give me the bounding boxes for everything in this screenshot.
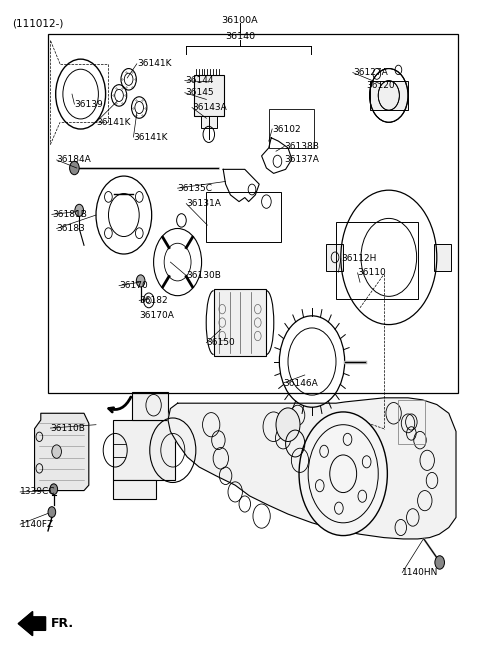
Text: 36143A: 36143A — [192, 103, 227, 112]
Text: 36184A: 36184A — [57, 155, 91, 165]
Text: FR.: FR. — [50, 617, 73, 630]
Text: 36181B: 36181B — [52, 210, 87, 219]
Polygon shape — [35, 413, 89, 491]
Circle shape — [75, 204, 84, 216]
Text: 36141K: 36141K — [96, 118, 131, 127]
Polygon shape — [168, 398, 456, 539]
Circle shape — [50, 484, 58, 495]
Circle shape — [435, 556, 444, 569]
Circle shape — [299, 412, 387, 536]
Bar — [206, 192, 281, 242]
Text: 36110B: 36110B — [50, 423, 85, 433]
Text: 36130B: 36130B — [186, 271, 221, 280]
Text: 1339CC: 1339CC — [20, 487, 56, 497]
Text: 1140FZ: 1140FZ — [20, 519, 54, 529]
Bar — [113, 420, 175, 480]
Text: 36100A: 36100A — [222, 15, 258, 25]
Text: 1140HN: 1140HN — [402, 568, 439, 577]
FancyArrowPatch shape — [109, 397, 131, 412]
Bar — [398, 400, 425, 444]
Bar — [214, 289, 266, 356]
Text: 36170A: 36170A — [139, 311, 174, 321]
Text: 36144: 36144 — [185, 76, 213, 85]
Text: 36141K: 36141K — [133, 132, 168, 142]
Text: 36182: 36182 — [139, 296, 168, 305]
Text: 36120: 36120 — [366, 81, 395, 90]
Circle shape — [136, 275, 145, 287]
Text: 36138B: 36138B — [284, 142, 319, 151]
Bar — [113, 480, 156, 499]
Bar — [201, 116, 217, 128]
Circle shape — [70, 161, 79, 175]
Text: 36139: 36139 — [74, 99, 103, 109]
Text: 36170: 36170 — [119, 281, 148, 290]
Text: 36150: 36150 — [206, 338, 235, 347]
Bar — [132, 392, 168, 420]
Text: 36127A: 36127A — [353, 68, 387, 77]
Text: 36110: 36110 — [358, 268, 386, 278]
Text: 36112H: 36112H — [341, 254, 376, 263]
Text: 36183: 36183 — [57, 224, 85, 233]
Text: 36141K: 36141K — [137, 59, 171, 69]
Bar — [269, 109, 314, 148]
Bar — [326, 244, 343, 271]
Bar — [48, 34, 458, 393]
Text: 36131A: 36131A — [186, 199, 221, 208]
Text: 36102: 36102 — [272, 124, 301, 134]
Text: 36137A: 36137A — [284, 155, 319, 165]
Text: 36140: 36140 — [225, 32, 255, 42]
Bar — [370, 81, 408, 110]
Text: 36145: 36145 — [185, 88, 214, 97]
Text: 36135C: 36135C — [178, 183, 213, 193]
Bar — [194, 75, 224, 116]
Circle shape — [52, 445, 61, 458]
Polygon shape — [18, 612, 46, 636]
Circle shape — [276, 408, 300, 442]
Text: 36146A: 36146A — [283, 378, 318, 388]
Bar — [336, 222, 418, 299]
Text: (111012-): (111012-) — [12, 19, 63, 29]
Bar — [434, 244, 451, 271]
Circle shape — [48, 507, 56, 517]
